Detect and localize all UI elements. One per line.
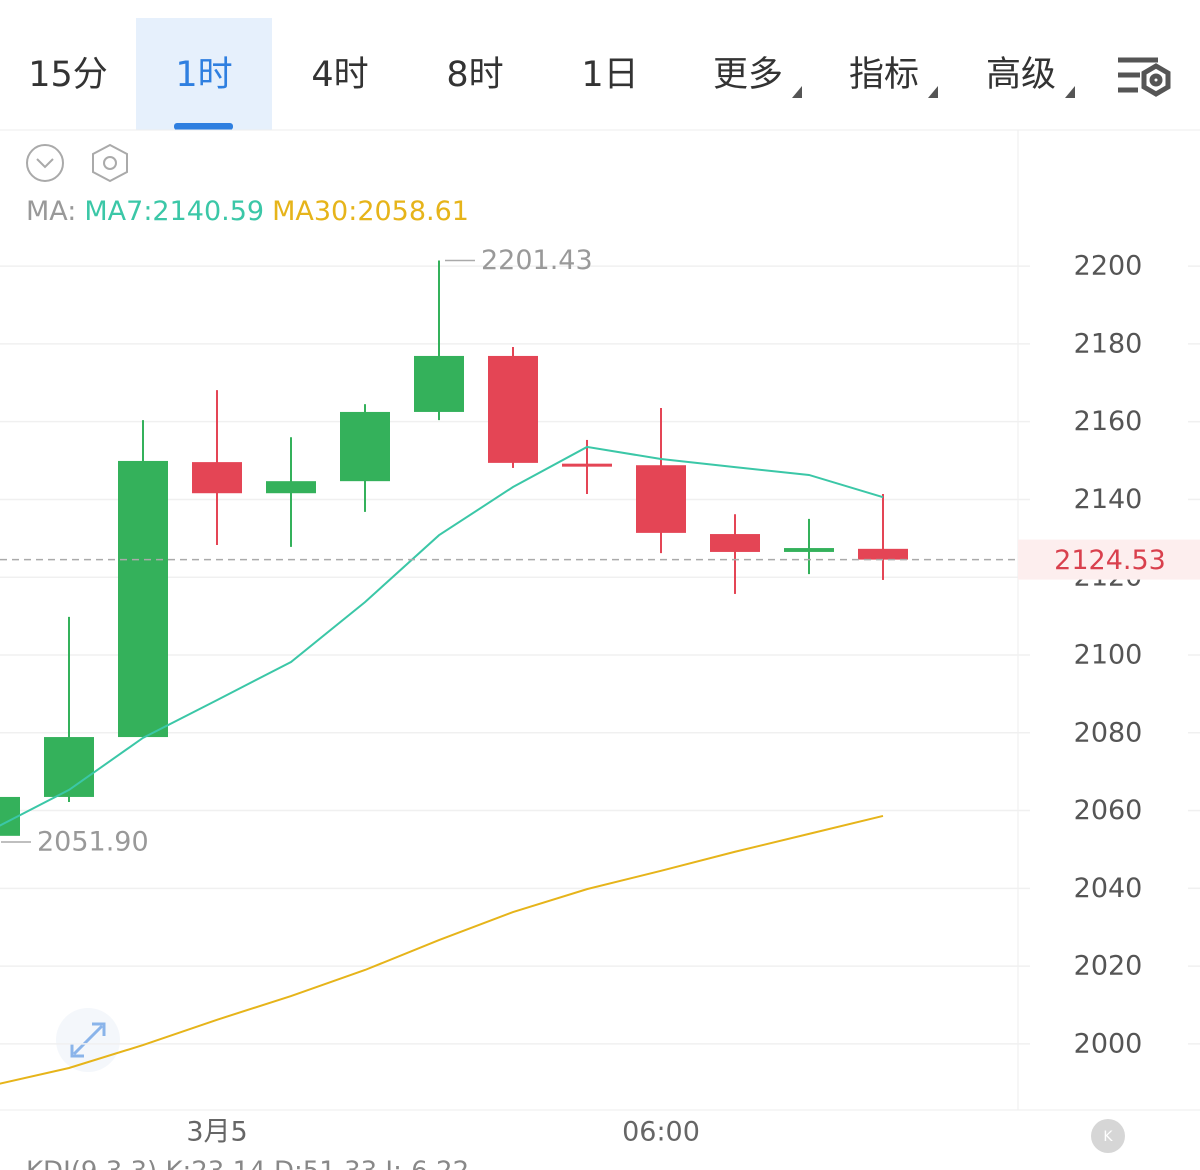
collapse-icon[interactable] xyxy=(26,144,64,182)
candle-body xyxy=(710,534,760,552)
candle-body xyxy=(562,463,612,467)
x-tick-label: 3月5 xyxy=(186,1117,247,1148)
settings-icon[interactable] xyxy=(1118,57,1171,97)
y-tick-label: 2040 xyxy=(1074,873,1143,904)
candle-body xyxy=(118,460,168,738)
x-tick-label: 06:00 xyxy=(622,1117,700,1148)
annotation-label: 2201.43 xyxy=(481,245,593,276)
y-tick-label: 2020 xyxy=(1074,951,1143,982)
svg-text:K: K xyxy=(1103,1129,1113,1145)
last-price-label: 2124.53 xyxy=(1054,545,1166,576)
dropdown-arrow xyxy=(928,86,938,98)
y-tick-label: 2100 xyxy=(1074,640,1143,671)
y-tick-label: 2080 xyxy=(1074,717,1143,748)
ma-legend: MA: MA7:2140.59 MA30:2058.61 xyxy=(26,196,469,227)
ma-line xyxy=(0,814,884,1085)
candle-body xyxy=(340,411,390,482)
last-price-box xyxy=(1018,539,1200,580)
legend-prefix: MA: xyxy=(26,196,76,227)
ma-line xyxy=(0,445,884,827)
candle-body xyxy=(784,548,834,552)
tab[interactable]: 1日 xyxy=(581,55,638,95)
dropdown-arrow xyxy=(792,86,802,98)
legend-entry: MA7:2140.59 xyxy=(84,196,264,227)
annotation-label: 2051.90 xyxy=(37,827,149,858)
candle-body xyxy=(0,796,20,836)
y-tick-label: 2060 xyxy=(1074,795,1143,826)
candle-body xyxy=(636,465,686,533)
dropdown-arrow xyxy=(1065,86,1075,98)
tab[interactable]: 8时 xyxy=(446,55,503,95)
footer-indicator: KDJ(9,3,3) K:23.14 D:51.33 J:-6.22 xyxy=(26,1157,469,1170)
candle-body xyxy=(266,481,316,494)
candle-body xyxy=(488,355,538,463)
hex-settings-icon[interactable] xyxy=(92,143,128,183)
candle-body xyxy=(414,355,464,412)
tab[interactable]: 更多 xyxy=(713,55,783,95)
candle-body xyxy=(192,462,242,494)
tab[interactable]: 4时 xyxy=(311,55,368,95)
selected-tab-underline xyxy=(174,123,233,130)
tab[interactable]: 指标 xyxy=(849,55,919,95)
tab[interactable]: 1时 xyxy=(175,55,232,95)
y-tick-label: 2180 xyxy=(1074,328,1143,359)
candle-body xyxy=(44,737,94,797)
y-tick-label: 2000 xyxy=(1074,1028,1143,1059)
tab[interactable]: 高级 xyxy=(986,55,1056,95)
plot xyxy=(0,260,908,1085)
scroll-end-button[interactable]: K xyxy=(1091,1119,1125,1153)
expand-button[interactable] xyxy=(56,1008,120,1072)
y-tick-label: 2160 xyxy=(1074,406,1143,437)
candle-body xyxy=(858,548,908,560)
y-tick-label: 2200 xyxy=(1074,251,1143,282)
selected-tab-bg xyxy=(136,18,272,130)
legend-entry: MA30:2058.61 xyxy=(272,196,469,227)
y-tick-label: 2140 xyxy=(1074,484,1143,515)
tab[interactable]: 15分 xyxy=(28,55,108,95)
